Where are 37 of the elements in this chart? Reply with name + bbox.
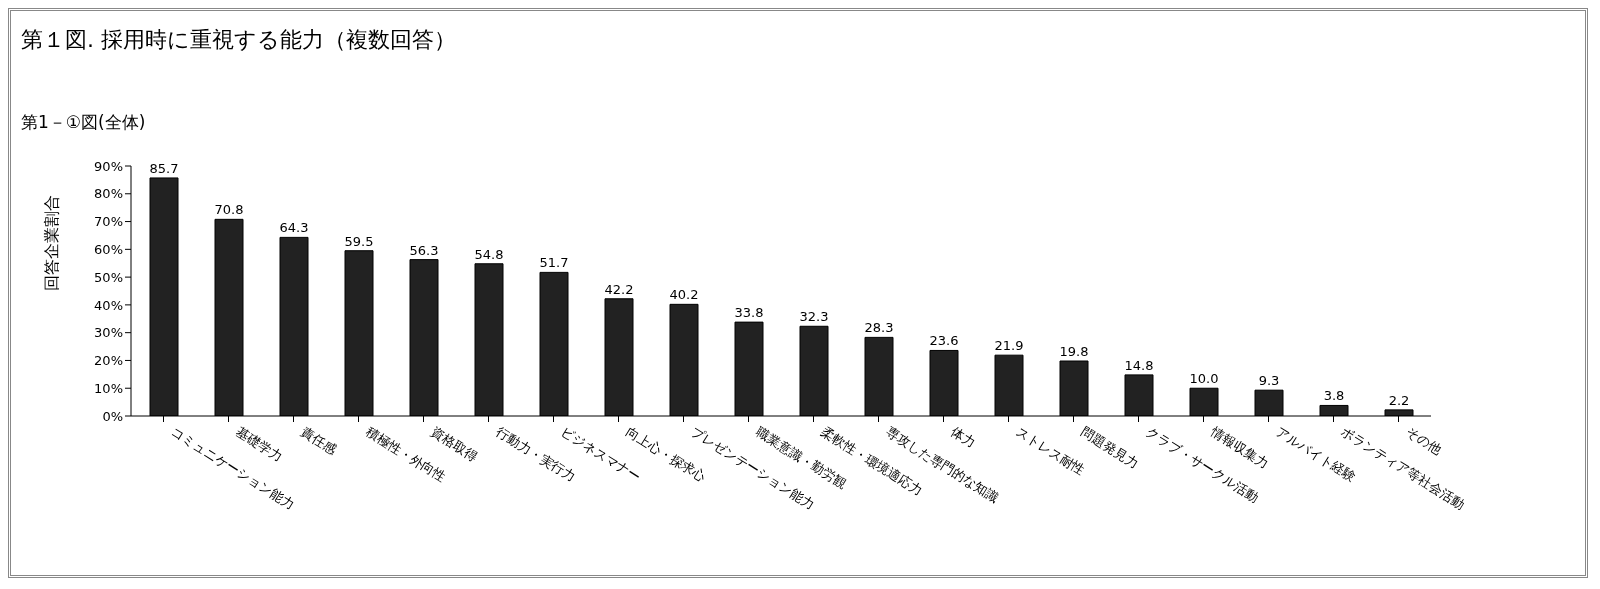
y-tick-label: 0% [102, 408, 123, 424]
data-label: 85.7 [149, 160, 179, 176]
y-tick-label: 20% [94, 353, 123, 369]
x-tick-label: その他 [1402, 423, 1444, 458]
data-label: 14.8 [1124, 357, 1154, 373]
y-axis-title: 回答企業割合 [41, 195, 61, 291]
data-label: 40.2 [669, 287, 699, 303]
x-tick-label: 体力 [947, 423, 978, 451]
chart-subtitle: 第1－①図(全体) [21, 111, 146, 134]
x-tick-label: 基礎学力 [232, 423, 285, 465]
y-tick-label: 60% [94, 241, 123, 257]
y-tick-label: 80% [94, 186, 123, 202]
y-tick-label: 10% [94, 380, 123, 396]
x-tick-label: 責任感 [297, 423, 339, 458]
data-label: 32.3 [799, 309, 829, 325]
data-label: 70.8 [214, 202, 244, 218]
chart-title: 第１図. 採用時に重視する能力（複数回答） [21, 26, 456, 54]
y-tick-label: 90% [94, 158, 123, 174]
data-label: 51.7 [539, 255, 569, 271]
data-label: 33.8 [734, 305, 764, 321]
data-label: 64.3 [279, 220, 309, 236]
y-tick-label: 30% [94, 325, 123, 341]
data-label: 59.5 [344, 233, 374, 249]
data-label: 2.2 [1388, 392, 1410, 408]
y-tick-label: 40% [94, 297, 123, 313]
data-label: 56.3 [409, 242, 439, 258]
data-label: 28.3 [864, 320, 894, 336]
data-label: 42.2 [604, 281, 634, 297]
data-label: 54.8 [474, 246, 504, 262]
data-label: 3.8 [1323, 388, 1345, 404]
y-tick-label: 50% [94, 269, 123, 285]
data-label: 21.9 [994, 338, 1024, 354]
data-label: 19.8 [1059, 344, 1089, 359]
y-tick-label: 70% [94, 214, 123, 230]
data-label: 9.3 [1258, 373, 1280, 389]
data-label: 10.0 [1189, 371, 1219, 387]
data-label: 23.6 [929, 333, 959, 349]
